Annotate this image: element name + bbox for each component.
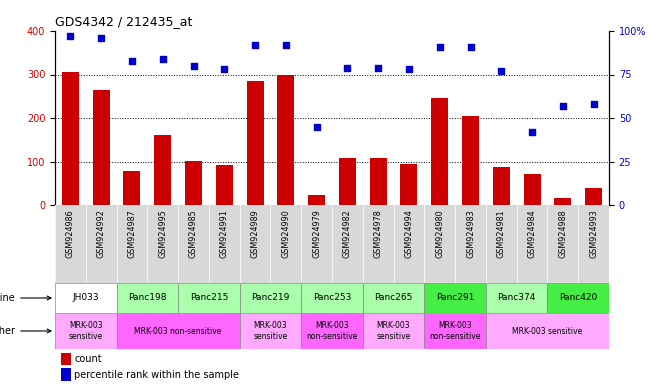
Text: MRK-003 sensitive: MRK-003 sensitive [512, 326, 583, 336]
Bar [185, 161, 202, 205]
Bar [247, 81, 264, 205]
Text: Panc291: Panc291 [436, 293, 475, 303]
Bar [55, 313, 117, 349]
Bar [124, 171, 141, 205]
Point [465, 44, 476, 50]
Bar [486, 283, 547, 313]
Text: GSM924986: GSM924986 [66, 209, 75, 258]
Point [250, 42, 260, 48]
Point [404, 66, 414, 72]
Bar [92, 90, 109, 205]
Text: GSM924980: GSM924980 [436, 209, 444, 258]
Point [65, 33, 76, 39]
Text: GSM924987: GSM924987 [128, 209, 137, 258]
Text: Panc420: Panc420 [559, 293, 598, 303]
Bar [523, 174, 540, 205]
Bar [585, 189, 602, 205]
Point [281, 42, 291, 48]
Point [311, 124, 322, 130]
Text: MRK-003
sensitive: MRK-003 sensitive [68, 321, 103, 341]
Text: GSM924990: GSM924990 [281, 209, 290, 258]
Bar [62, 72, 79, 205]
Bar [240, 283, 301, 313]
Text: GSM924988: GSM924988 [559, 209, 567, 258]
Text: MRK-003 non-sensitive: MRK-003 non-sensitive [134, 326, 222, 336]
Text: GSM924981: GSM924981 [497, 209, 506, 258]
Point [96, 35, 106, 41]
Text: GSM924992: GSM924992 [96, 209, 105, 258]
Bar [301, 313, 363, 349]
Text: MRK-003
non-sensitive: MRK-003 non-sensitive [307, 321, 357, 341]
Point [589, 101, 599, 107]
Bar [308, 195, 325, 205]
Bar [547, 283, 609, 313]
Text: GSM924978: GSM924978 [374, 209, 383, 258]
Text: GSM924991: GSM924991 [220, 209, 229, 258]
Text: Panc253: Panc253 [313, 293, 351, 303]
Text: percentile rank within the sample: percentile rank within the sample [74, 369, 240, 379]
Point [558, 103, 568, 109]
Text: GSM924985: GSM924985 [189, 209, 198, 258]
Text: cell line: cell line [0, 293, 51, 303]
Bar [424, 313, 486, 349]
Point [127, 58, 137, 64]
Text: Panc265: Panc265 [374, 293, 413, 303]
Text: MRK-003
sensitive: MRK-003 sensitive [376, 321, 411, 341]
Text: GSM924984: GSM924984 [527, 209, 536, 258]
Text: GSM924994: GSM924994 [404, 209, 413, 258]
Text: Panc374: Panc374 [497, 293, 536, 303]
Bar [216, 165, 233, 205]
Bar [117, 283, 178, 313]
Point [496, 68, 506, 74]
Text: GSM924989: GSM924989 [251, 209, 260, 258]
Text: count: count [74, 354, 102, 364]
Bar [61, 368, 70, 381]
Point [219, 66, 230, 72]
Point [373, 65, 383, 71]
Text: GSM924982: GSM924982 [343, 209, 352, 258]
Point [158, 56, 168, 62]
Text: GSM924979: GSM924979 [312, 209, 321, 258]
Text: GSM924983: GSM924983 [466, 209, 475, 258]
Bar [117, 313, 240, 349]
Bar [493, 167, 510, 205]
Bar [301, 283, 363, 313]
Point [342, 65, 353, 71]
Bar [555, 198, 572, 205]
Text: MRK-003
sensitive: MRK-003 sensitive [253, 321, 288, 341]
Text: JH033: JH033 [72, 293, 99, 303]
Text: GSM924993: GSM924993 [589, 209, 598, 258]
Text: GDS4342 / 212435_at: GDS4342 / 212435_at [55, 15, 193, 28]
Bar [240, 313, 301, 349]
Text: Panc215: Panc215 [189, 293, 228, 303]
Bar [178, 283, 240, 313]
Bar [61, 353, 70, 365]
Point [527, 129, 537, 135]
Text: Panc198: Panc198 [128, 293, 167, 303]
Text: other: other [0, 326, 51, 336]
Bar [431, 98, 448, 205]
Bar [370, 158, 387, 205]
Bar [339, 158, 356, 205]
Bar [424, 283, 486, 313]
Bar [154, 136, 171, 205]
Bar [277, 74, 294, 205]
Bar [486, 313, 609, 349]
Bar [363, 313, 424, 349]
Bar [462, 116, 479, 205]
Text: Panc219: Panc219 [251, 293, 290, 303]
Point [188, 63, 199, 69]
Bar [55, 283, 117, 313]
Text: MRK-003
non-sensitive: MRK-003 non-sensitive [430, 321, 481, 341]
Text: GSM924995: GSM924995 [158, 209, 167, 258]
Point [434, 44, 445, 50]
Bar [400, 164, 417, 205]
Bar [363, 283, 424, 313]
